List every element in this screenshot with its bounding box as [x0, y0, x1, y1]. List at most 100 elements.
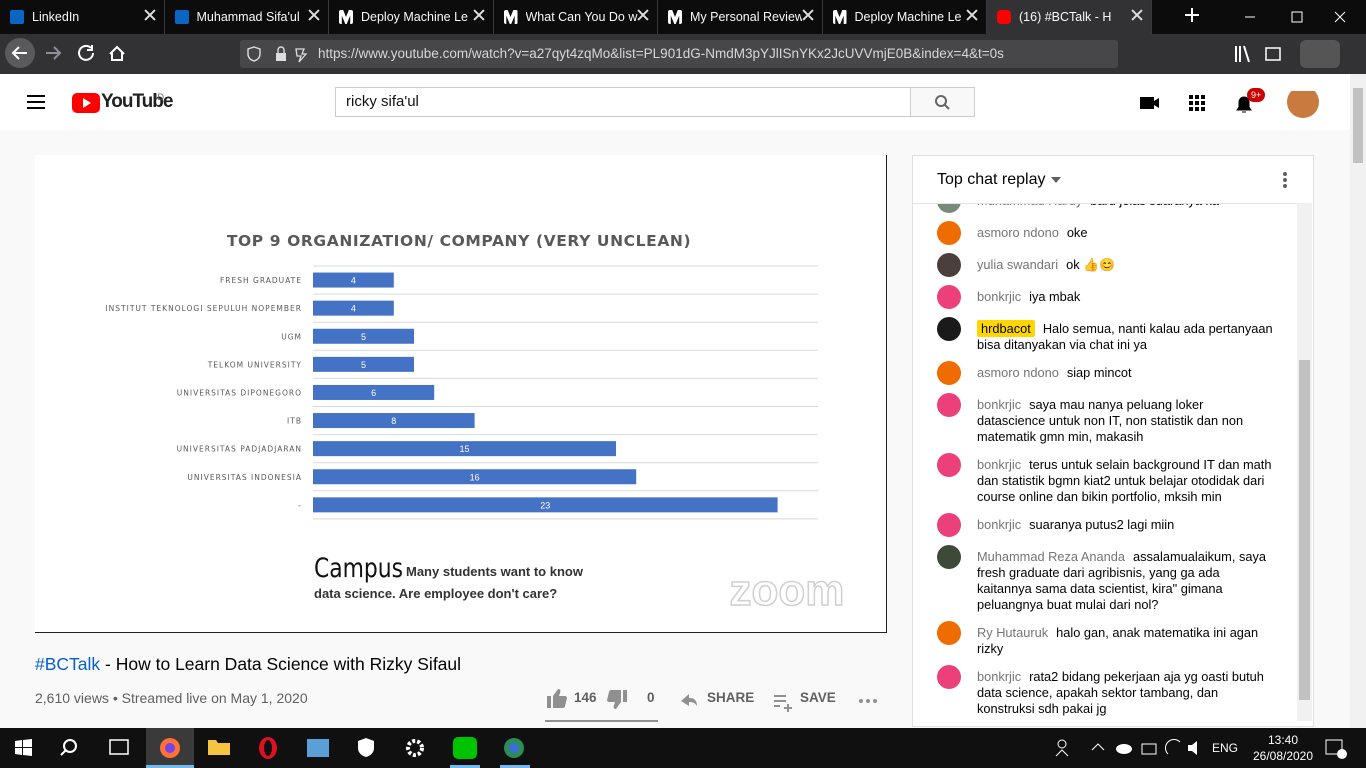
- author-name[interactable]: hrdbacot: [977, 320, 1035, 337]
- author-name[interactable]: bonkrjic: [977, 457, 1022, 472]
- save-button[interactable]: SAVE: [800, 690, 836, 705]
- tab-close[interactable]: [637, 9, 649, 21]
- page-scrollbar[interactable]: [1350, 74, 1366, 728]
- chat-header[interactable]: Top chat replay: [937, 171, 1062, 189]
- dislike-count[interactable]: 0: [647, 690, 655, 705]
- bar: [313, 469, 637, 485]
- clock[interactable]: 13:40 26/08/2020: [1250, 732, 1316, 764]
- taskbar-icons: [15, 728, 530, 768]
- avatar[interactable]: [937, 621, 961, 645]
- youtube-logo: YouTube: [101, 91, 173, 112]
- avatar[interactable]: [937, 513, 961, 537]
- date: 26/08/2020: [1252, 749, 1314, 763]
- author-name[interactable]: bonkrjic: [977, 517, 1022, 532]
- plus-icon: [1185, 8, 1199, 22]
- tab[interactable]: My Personal Review: [658, 0, 823, 34]
- tab[interactable]: Deploy Machine Le: [329, 0, 494, 34]
- tab-close[interactable]: [966, 9, 978, 21]
- avatar[interactable]: [937, 453, 961, 477]
- video-stats: 2,610 views • Streamed live on May 1, 20…: [35, 690, 308, 706]
- new-tab-button[interactable]: [1180, 0, 1204, 34]
- chat-message: bonkrjic saya mau nanya peluang loker dat…: [913, 389, 1298, 449]
- live-chat: Top chat replay Muhammad Hardy baru jelas…: [912, 155, 1314, 727]
- avatar[interactable]: [937, 393, 961, 417]
- time: 13:40: [1267, 733, 1299, 747]
- tab-close[interactable]: [144, 9, 156, 21]
- message-body: bonkrjic terus untuk selain background IT…: [977, 453, 1274, 505]
- slide-chart: TOP 9 ORGANIZATION/ COMPANY (VERY UNCLEA…: [105, 232, 845, 616]
- chat-message: bonkrjic suaranya putus2 lagi miin: [913, 509, 1298, 541]
- chat-messages: Muhammad Hardy baru jelas suaranya ka asmo…: [913, 203, 1298, 721]
- window-controls: [1245, 11, 1346, 23]
- author-name[interactable]: bonkrjic: [977, 289, 1022, 304]
- notifications-icon[interactable]: [1322, 738, 1352, 760]
- tab[interactable]: (16) #BCTalk - H: [987, 0, 1152, 34]
- avatar[interactable]: [937, 253, 961, 277]
- tab-title: My Personal Review: [690, 10, 802, 24]
- message-text: baru jelas suaranya ka: [1090, 204, 1219, 208]
- avatar[interactable]: [937, 285, 961, 309]
- avatar[interactable]: [937, 665, 961, 689]
- message-body: bonkrjic saya mau nanya peluang loker dat…: [977, 393, 1274, 445]
- menu-button[interactable]: [26, 92, 46, 112]
- avatar[interactable]: [937, 317, 961, 341]
- search-input[interactable]: ricky sifa'ul: [335, 87, 911, 117]
- author-name[interactable]: asmoro ndono: [977, 225, 1059, 240]
- author-name[interactable]: Muhammad Hardy: [977, 204, 1082, 208]
- tab-close[interactable]: [802, 9, 814, 21]
- author-name[interactable]: bonkrjic: [977, 397, 1022, 412]
- reload-button[interactable]: [78, 44, 94, 61]
- bar-label: 6: [371, 388, 376, 398]
- avatar[interactable]: [937, 545, 961, 569]
- author-name[interactable]: Muhammad Reza Ananda: [977, 549, 1125, 564]
- page-scroll-thumb[interactable]: [1353, 88, 1363, 163]
- tab[interactable]: LinkedIn: [0, 0, 165, 34]
- tab-close[interactable]: [1131, 9, 1143, 21]
- avatar[interactable]: [937, 221, 961, 245]
- message-text: Halo semua, nanti kalau ada pertanyaan b…: [977, 321, 1273, 352]
- home-button[interactable]: [109, 45, 125, 61]
- message-body: bonkrjic iya mbak: [977, 285, 1080, 305]
- chat-scrollbar[interactable]: [1297, 203, 1312, 721]
- forward-button[interactable]: [46, 46, 62, 60]
- favicon: [339, 10, 353, 24]
- input-language[interactable]: ENG: [1212, 741, 1239, 755]
- message-body: asmoro ndono oke: [977, 221, 1087, 241]
- action-icons: [545, 689, 877, 722]
- category-label: TELKOM UNIVERSITY: [207, 360, 302, 369]
- chat-message: bonkrjic rata2 bidang pekerjaan aja yg oa…: [913, 661, 1298, 721]
- slide-heading: Campus: [314, 553, 403, 585]
- bar-label: 4: [351, 276, 356, 286]
- message-text: siap mincot: [1066, 365, 1132, 380]
- author-name[interactable]: Ry Hutauruk: [977, 625, 1049, 640]
- nav-buttons: [5, 38, 125, 68]
- avatar[interactable]: [937, 361, 961, 385]
- message-text: ok 👍😊: [1066, 257, 1116, 272]
- bar-label: 23: [540, 500, 550, 510]
- tab[interactable]: Deploy Machine Le: [823, 0, 987, 34]
- share-button[interactable]: SHARE: [707, 690, 755, 705]
- search-button[interactable]: [910, 87, 975, 117]
- scroll-thumb[interactable]: [1299, 360, 1310, 700]
- youtube-logo-icon[interactable]: [72, 93, 100, 113]
- like-count[interactable]: 146: [574, 690, 597, 705]
- hashtag[interactable]: #BCTalk: [35, 654, 101, 674]
- tab[interactable]: Muhammad Sifa'ul: [165, 0, 329, 34]
- tab-close[interactable]: [308, 9, 320, 21]
- author-name[interactable]: bonkrjic: [977, 669, 1022, 684]
- avatar[interactable]: [937, 204, 961, 213]
- dropdown-arrow: [1050, 177, 1061, 183]
- tab-bar: LinkedIn Muhammad Sifa'ul Deploy Machine L…: [0, 0, 1366, 34]
- author-name[interactable]: yulia swandari: [977, 257, 1059, 272]
- tab-close[interactable]: [473, 9, 485, 21]
- address-bar[interactable]: https://www.youtube.com/watch?v=a27qyt4z…: [240, 40, 1118, 68]
- author-name[interactable]: asmoro ndono: [977, 365, 1059, 380]
- tab[interactable]: What Can You Do w: [494, 0, 658, 34]
- video-player[interactable]: TOP 9 ORGANIZATION/ COMPANY (VERY UNCLEA…: [35, 155, 887, 633]
- chat-message: asmoro ndono oke: [913, 217, 1298, 249]
- chat-menu[interactable]: [1281, 171, 1289, 191]
- bar: [313, 497, 778, 513]
- bar-label: 16: [470, 472, 480, 482]
- category-label: ITB: [287, 417, 302, 426]
